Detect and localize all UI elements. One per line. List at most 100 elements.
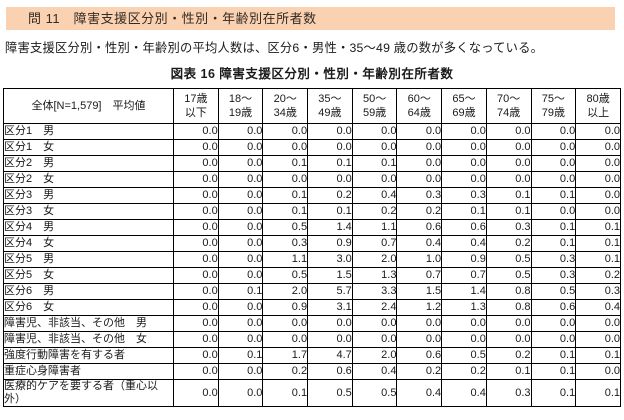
table-row: 区分3 男 0.0 0.0 0.1 0.2 0.4 0.3 0.3 0.1 0.1 0.0 [3,187,621,204]
col-header-age-band: 18～ 19歳 [217,88,264,124]
cell-value: 0.0 [575,171,621,188]
cell-value: 0.0 [307,331,353,348]
cell-value: 0.0 [351,123,398,140]
cell-value: 0.0 [441,315,487,332]
cell-value: 0.0 [217,123,264,140]
col-header-age-band: 60～ 64歳 [396,88,443,124]
cell-value: 0.0 [217,251,264,268]
cell-value: 0.0 [262,139,309,156]
cell-value: 0.9 [441,251,487,268]
cell-value: 0.0 [575,203,621,220]
cell-value: 0.0 [575,187,621,204]
cell-value: 0.1 [262,187,309,204]
table-row: 区分5 男 0.0 0.0 1.1 3.0 2.0 1.0 0.9 0.5 0.3 0.1 [3,251,621,268]
cell-value: 0.0 [307,171,353,188]
cell-value: 0.1 [575,379,621,407]
col-header-age-band: 80歳 以上 [575,88,621,124]
cell-value: 0.0 [485,171,532,188]
cell-value: 0.5 [485,267,532,284]
cell-value: 0.5 [351,379,398,407]
cell-value: 0.1 [530,187,577,204]
cell-value: 0.0 [351,171,398,188]
cell-value: 0.0 [396,331,443,348]
cell-value: 0.0 [262,123,309,140]
cell-value: 0.0 [173,251,219,268]
table-row: 区分6 男 0.0 0.1 2.0 5.7 3.3 1.5 1.4 0.8 0.5 0.3 [3,283,621,300]
cell-value: 0.1 [262,379,309,407]
cell-value: 0.3 [441,187,487,204]
cell-value: 0.3 [262,235,309,252]
cell-value: 0.7 [396,267,443,284]
cell-value: 0.6 [396,347,443,364]
cell-value: 0.0 [262,331,309,348]
row-label: 区分2 女 [3,171,174,188]
cell-value: 0.6 [307,363,353,380]
cell-value: 3.3 [351,283,398,300]
cell-value: 0.9 [262,299,309,316]
cell-value: 0.0 [396,315,443,332]
cell-value: 0.3 [530,267,577,284]
cell-value: 0.1 [530,219,577,236]
cell-value: 0.1 [217,283,264,300]
cell-value: 0.0 [173,315,219,332]
cell-value: 1.1 [351,219,398,236]
cell-value: 0.4 [396,379,443,407]
cell-value: 1.0 [396,251,443,268]
cell-value: 0.6 [441,219,487,236]
cell-value: 2.0 [351,251,398,268]
table-row: 障害児、非該当、その他 男 0.0 0.0 0.0 0.0 0.0 0.0 0.0 0.0 0.0… [3,315,621,332]
cell-value: 4.7 [307,347,353,364]
cell-value: 0.4 [351,187,398,204]
cell-value: 3.0 [307,251,353,268]
table-row: 重症心身障害者 0.0 0.0 0.2 0.6 0.4 0.2 0.2 0.1 0.1 0.0 [3,363,621,380]
col-header-age-band: 35～ 49歳 [307,88,353,124]
cell-value: 0.4 [441,379,487,407]
row-label: 区分3 女 [3,203,174,220]
question-banner-title: 問 11 障害支援区分別・性別・年齢別在所者数 [28,11,317,26]
table-row: 区分1 女 0.0 0.0 0.0 0.0 0.0 0.0 0.0 0.0 0.0 0.0 [3,139,621,156]
cell-value: 0.0 [485,139,532,156]
cell-value: 0.0 [530,171,577,188]
row-label: 区分4 女 [3,235,174,252]
row-label: 区分1 女 [3,139,174,156]
cell-value: 0.0 [217,379,264,407]
table-row: 区分3 女 0.0 0.0 0.1 0.1 0.2 0.2 0.1 0.1 0.0 0.0 [3,203,621,220]
col-header-age-band: 50～ 59歳 [351,88,398,124]
cell-value: 0.0 [173,187,219,204]
cell-value: 2.4 [351,299,398,316]
cell-value: 0.1 [351,155,398,172]
cell-value: 0.0 [173,331,219,348]
table-row: 障害児、非該当、その他 女 0.0 0.0 0.0 0.0 0.0 0.0 0.0 0.0 0.0… [3,331,621,348]
cell-value: 1.5 [307,267,353,284]
cell-value: 0.0 [307,315,353,332]
cell-value: 0.0 [217,267,264,284]
question-banner: 問 11 障害支援区分別・性別・年齢別在所者数 [6,7,615,30]
cell-value: 0.0 [217,155,264,172]
cell-value: 0.4 [575,299,621,316]
row-label: 区分6 女 [3,299,174,316]
cell-value: 0.1 [441,203,487,220]
cell-value: 0.1 [530,347,577,364]
cell-value: 0.0 [530,155,577,172]
table-row: 医療的ケアを要する者（重心以外） 0.0 0.0 0.1 0.5 0.5 0.4 0.4 0.3… [3,379,621,407]
cell-value: 0.1 [262,155,309,172]
cell-value: 0.0 [441,331,487,348]
table-row: 区分6 女 0.0 0.0 0.9 3.1 2.4 1.2 1.3 0.8 0.6 0.4 [3,299,621,316]
cell-value: 0.0 [485,123,532,140]
table-row: 区分5 女 0.0 0.0 0.5 1.5 1.3 0.7 0.7 0.5 0.3 0.2 [3,267,621,284]
cell-value: 0.0 [217,363,264,380]
cell-value: 0.8 [485,283,532,300]
cell-value: 0.1 [530,363,577,380]
col-header-age-band: 75～ 79歳 [530,88,577,124]
cell-value: 0.2 [575,267,621,284]
cell-value: 0.2 [262,363,309,380]
table-body: 区分1 男 0.0 0.0 0.0 0.0 0.0 0.0 0.0 0.0 0.0 0.0 区分1 女… [3,123,621,407]
cell-value: 0.0 [173,283,219,300]
table-caption: 図表 16 障害支援区分別・性別・年齢別在所者数 [170,67,454,81]
cell-value: 0.7 [441,267,487,284]
cell-value: 0.7 [351,235,398,252]
cell-value: 0.0 [351,331,398,348]
table-row: 区分4 女 0.0 0.0 0.3 0.9 0.7 0.4 0.4 0.2 0.1 0.1 [3,235,621,252]
cell-value: 0.2 [485,235,532,252]
table-row: 区分2 女 0.0 0.0 0.0 0.0 0.0 0.0 0.0 0.0 0.0 0.0 [3,171,621,188]
